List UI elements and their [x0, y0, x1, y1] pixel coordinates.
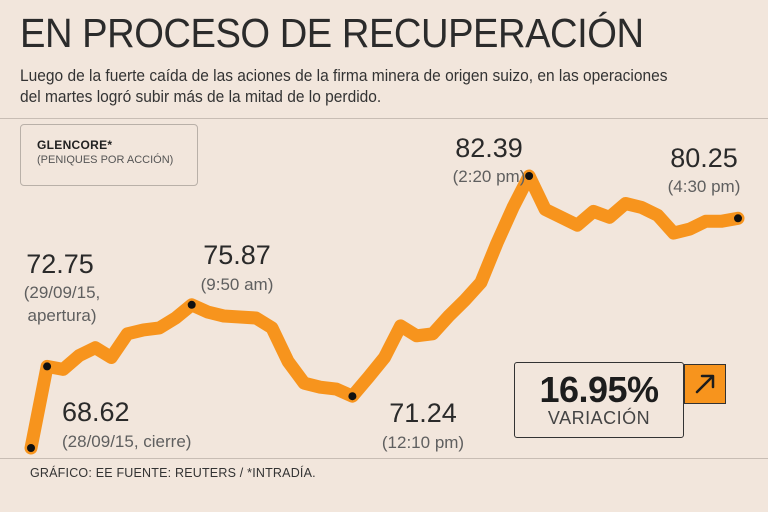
chart-title: EN PROCESO DE RECUPERACIÓN — [20, 10, 644, 56]
data-label-time-2: (9:50 am) — [201, 275, 274, 294]
variation-box: 16.95% VARIACIÓN — [514, 362, 684, 438]
data-label-time-1: (29/09/15, — [24, 283, 101, 302]
label-layer: 68.62 (28/09/15, cierre) 72.75 (29/09/15, ap… — [24, 133, 741, 452]
subtitle-line-2: del martes logró subir más de la mitad d… — [20, 88, 382, 106]
data-label-value-1: 72.75 — [26, 249, 94, 279]
source-footer: GRÁFICO: EE FUENTE: REUTERS / *INTRADÍA. — [30, 466, 316, 480]
arrow-up-right-icon — [684, 364, 726, 404]
data-label-value-4: 82.39 — [455, 133, 523, 163]
data-point-marker-5 — [734, 214, 742, 223]
variation-label: VARIACIÓN — [547, 408, 651, 428]
chart-frame — [0, 118, 768, 459]
variation-value: 16.95% — [539, 369, 659, 410]
subtitle-line-1: Luego de la fuerte caída de las aciones … — [20, 67, 668, 85]
chart-subtitle: Luego de la fuerte caída de las aciones … — [20, 66, 716, 108]
data-point-marker-0 — [27, 444, 35, 452]
data-label-value-5: 80.25 — [670, 143, 738, 173]
data-point-marker-3 — [348, 392, 357, 401]
series-layer — [24, 169, 745, 455]
data-label-time-3: (12:10 pm) — [382, 433, 464, 452]
data-point-marker-4 — [525, 172, 534, 180]
data-label-value-0: 68.62 — [62, 397, 130, 427]
data-label-time-0: (28/09/15, cierre) — [62, 432, 191, 451]
marker-layer — [27, 172, 742, 452]
data-label-value-3: 71.24 — [389, 398, 457, 428]
data-label-time-5: (4:30 pm) — [668, 177, 741, 196]
data-label-value-2: 75.87 — [203, 240, 271, 270]
legend-box: GLENCORE* (PENIQUES POR ACCIÓN) — [20, 124, 198, 186]
data-point-marker-2 — [187, 300, 196, 309]
series-line-glencore — [24, 169, 745, 455]
legend-unit: (PENIQUES POR ACCIÓN) — [37, 154, 174, 166]
data-point-marker-1 — [43, 362, 52, 371]
data-label-time-4: (2:20 pm) — [453, 167, 526, 186]
data-label-time-extra-1: apertura) — [28, 306, 97, 325]
legend-series-name: GLENCORE* — [37, 138, 113, 152]
footer-divider — [0, 458, 768, 459]
